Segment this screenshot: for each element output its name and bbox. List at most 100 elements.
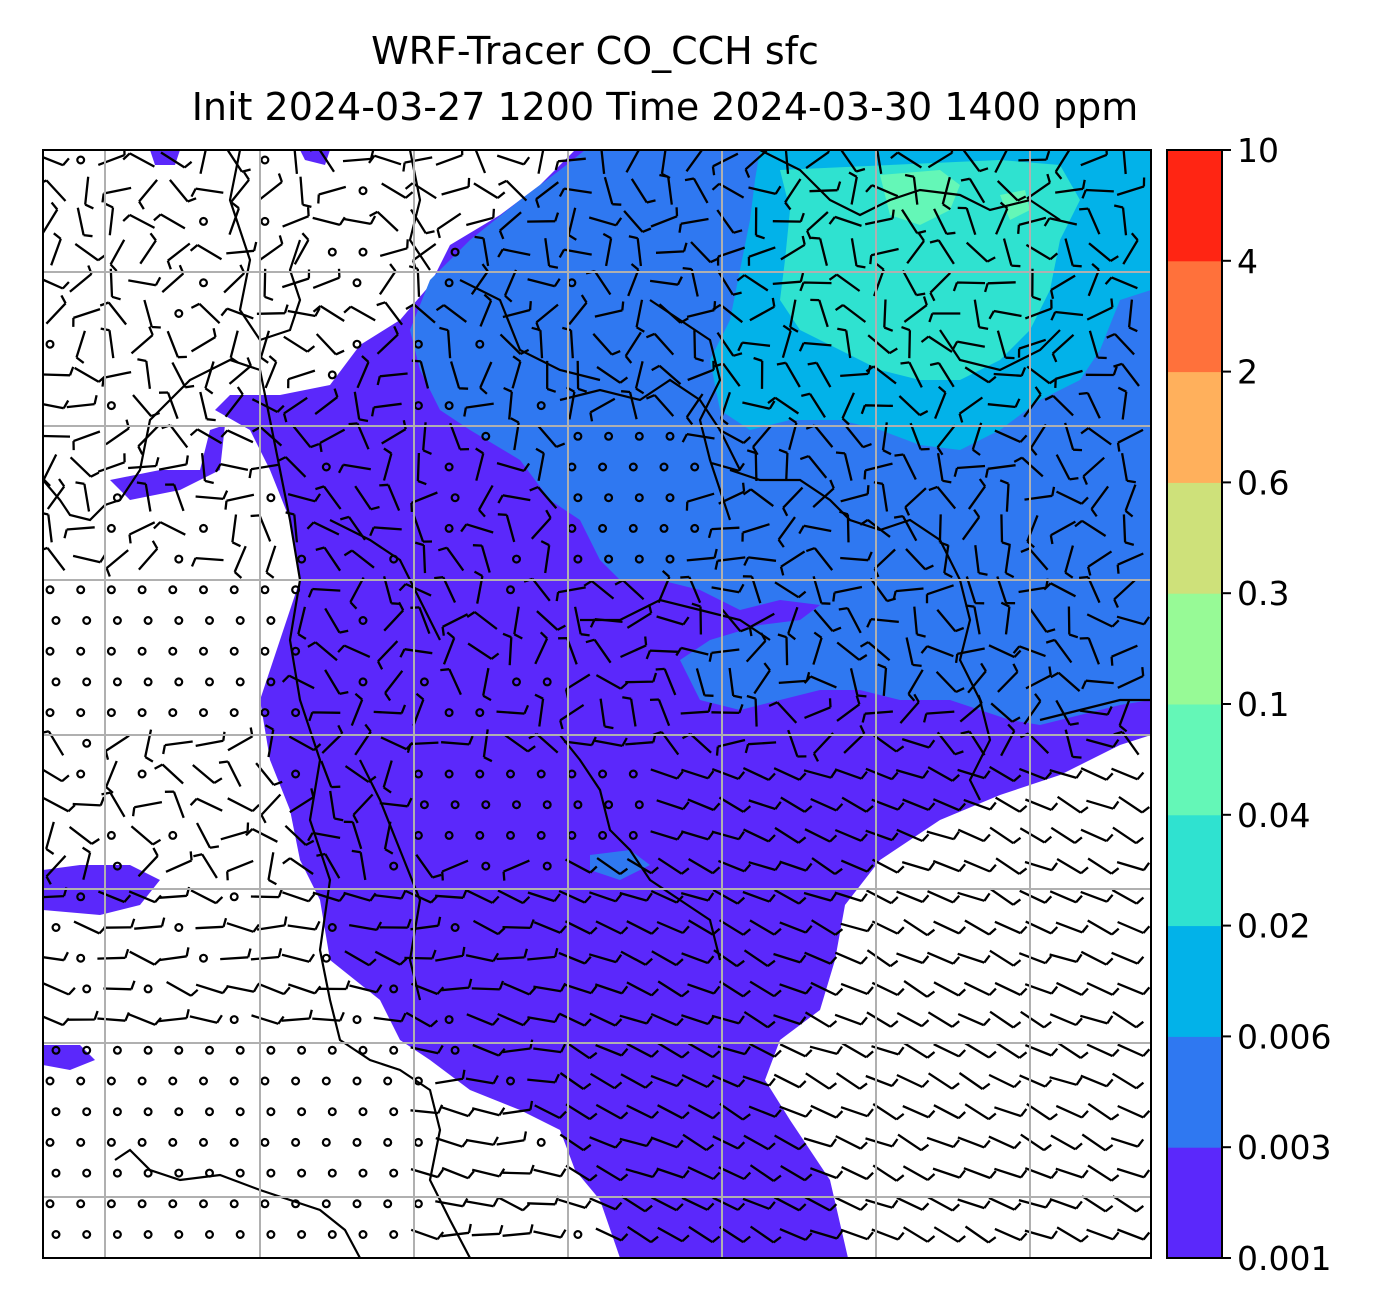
wind-barb [974, 545, 988, 576]
wind-barb [81, 846, 92, 880]
wind-barb [772, 272, 805, 286]
calm-wind-circle [665, 554, 675, 564]
wind-barb [256, 304, 289, 315]
calm-wind-circle [598, 769, 608, 779]
wind-barb [496, 704, 530, 715]
wind-barb [744, 741, 777, 754]
wind-barb [812, 631, 823, 665]
wind-barb [746, 449, 758, 482]
wind-barb [504, 734, 536, 753]
wind-barb [404, 182, 437, 200]
calm-wind-circle [475, 830, 485, 840]
wind-barb [896, 828, 930, 843]
wind-barb [716, 209, 743, 234]
wind-barb [317, 185, 347, 204]
calm-wind-circle [297, 1229, 307, 1239]
wind-barb [250, 948, 283, 961]
border [939, 329, 1061, 372]
wind-barb [958, 396, 984, 423]
wind-barb [798, 341, 832, 352]
wind-barb [471, 1168, 506, 1178]
wind-barb [477, 484, 494, 518]
wind-barb [502, 1224, 534, 1237]
calm-wind-circle [291, 585, 301, 595]
wind-barb [45, 855, 67, 885]
wind-barb [657, 857, 690, 875]
wind-barb [596, 366, 629, 384]
wind-barb [712, 303, 744, 324]
wind-barb [435, 304, 467, 323]
wind-barb [749, 1164, 782, 1182]
wind-barb [620, 1073, 653, 1089]
calm-wind-circle [199, 1199, 209, 1209]
wind-barb [435, 1197, 469, 1208]
calm-wind-circle [45, 339, 55, 349]
wind-barb [963, 981, 997, 997]
colorbar-tick-label: 0.003 [1237, 1128, 1331, 1167]
wind-barb [988, 644, 1022, 659]
wind-barb [354, 485, 380, 511]
wind-barb [655, 667, 677, 696]
calm-wind-circle [45, 708, 55, 718]
calm-wind-circle [291, 708, 301, 718]
calm-wind-circle [690, 462, 700, 472]
wind-barb [382, 447, 393, 481]
wind-barb [287, 492, 322, 503]
wind-barb [935, 671, 965, 694]
wind-barb [585, 638, 612, 664]
calm-wind-circle [143, 1168, 153, 1178]
wind-barb [321, 724, 344, 754]
wind-barb [564, 920, 598, 935]
wind-barb [963, 798, 997, 811]
wind-barb [531, 326, 544, 359]
colorbar-tick-label: 2 [1237, 353, 1258, 392]
wind-barb [449, 422, 470, 451]
wind-barb [299, 176, 312, 209]
wind-barb [1018, 1198, 1052, 1209]
wind-barb [900, 361, 923, 388]
wind-barb [258, 235, 284, 262]
wind-barb [559, 1072, 592, 1090]
calm-wind-circle [229, 892, 239, 902]
calm-wind-circle [321, 1137, 331, 1147]
wind-barb [1050, 1134, 1083, 1151]
wind-barb [742, 400, 776, 410]
calm-wind-circle [199, 1137, 209, 1147]
wind-barb [259, 330, 271, 364]
wind-barb [865, 1137, 899, 1148]
wind-barb [933, 1226, 966, 1243]
calm-wind-circle [506, 769, 516, 779]
wind-barb [835, 1135, 868, 1150]
wind-barb [1064, 238, 1082, 268]
wind-barb [650, 1074, 684, 1088]
wind-barb [932, 859, 966, 873]
calm-wind-circle [229, 1076, 239, 1086]
wind-barb [592, 333, 621, 356]
wind-barb [324, 607, 349, 634]
calm-wind-circle [389, 861, 399, 871]
wind-barb [496, 948, 529, 961]
wind-barb [529, 486, 558, 510]
calm-wind-circle [450, 1045, 460, 1055]
wind-barb [1049, 1076, 1083, 1086]
wind-barb [1079, 636, 1100, 665]
calm-wind-circle [260, 216, 270, 226]
calm-wind-circle [628, 830, 638, 840]
calm-wind-circle [112, 493, 122, 503]
calm-wind-circle [506, 585, 516, 595]
wind-barb [711, 152, 739, 176]
calm-wind-circle [260, 155, 270, 165]
wind-barb [848, 171, 858, 205]
wind-barb [779, 983, 813, 995]
wind-barb [836, 641, 868, 661]
wind-barb [743, 556, 777, 566]
wind-barb [718, 796, 752, 813]
wind-barb [527, 278, 561, 288]
wind-barb [471, 1107, 506, 1117]
wind-barb [1111, 767, 1145, 781]
wind-barb [534, 693, 545, 727]
wind-barb [573, 606, 590, 637]
colorbar-tick-label: 0.6 [1237, 463, 1289, 502]
wind-barb [1082, 456, 1105, 486]
calm-wind-circle [352, 1137, 362, 1147]
